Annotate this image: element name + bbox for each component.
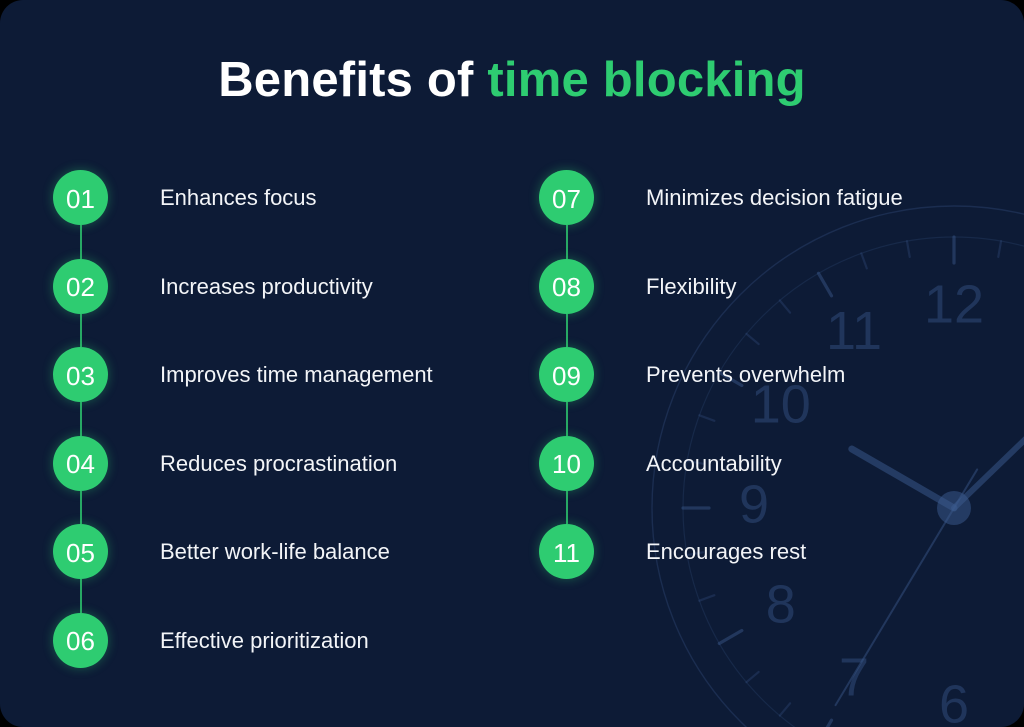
svg-text:8: 8 (766, 574, 796, 634)
svg-text:6: 6 (939, 674, 969, 727)
